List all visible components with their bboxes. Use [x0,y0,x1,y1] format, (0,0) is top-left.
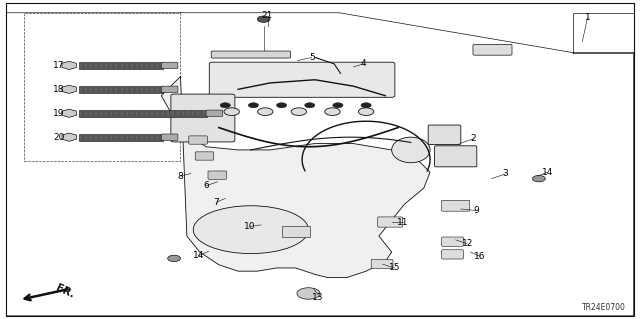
Bar [79,62,163,69]
Ellipse shape [392,137,430,163]
FancyBboxPatch shape [473,44,512,55]
FancyBboxPatch shape [442,200,470,211]
Ellipse shape [318,64,344,83]
Text: 16: 16 [474,252,486,261]
Polygon shape [161,77,430,278]
Ellipse shape [212,64,238,83]
Circle shape [297,288,320,299]
Text: 1: 1 [585,13,590,22]
FancyBboxPatch shape [282,226,310,237]
Text: 9: 9 [474,206,479,215]
FancyBboxPatch shape [211,51,291,58]
Circle shape [305,103,315,108]
FancyBboxPatch shape [189,136,207,144]
Text: 5: 5 [309,53,314,62]
FancyBboxPatch shape [442,237,463,246]
Text: 11: 11 [397,218,409,227]
Text: 21: 21 [262,11,273,20]
FancyBboxPatch shape [435,146,477,167]
Circle shape [276,103,287,108]
Bar [24,13,180,161]
Text: 19: 19 [53,109,65,118]
Text: 14: 14 [193,251,204,260]
Circle shape [358,108,374,115]
Circle shape [257,108,273,115]
Circle shape [224,108,239,115]
FancyBboxPatch shape [209,62,395,97]
FancyBboxPatch shape [161,134,178,140]
Ellipse shape [353,64,379,83]
Text: 7: 7 [214,198,219,207]
Text: 15: 15 [388,263,400,272]
Ellipse shape [193,206,308,254]
Circle shape [324,108,340,115]
Text: 4: 4 [361,59,366,68]
Text: 6: 6 [204,181,209,190]
FancyBboxPatch shape [428,125,461,145]
Text: 13: 13 [312,293,324,302]
FancyBboxPatch shape [371,259,393,269]
Text: 12: 12 [461,239,473,248]
Bar [79,86,163,93]
Bar [79,134,163,141]
FancyBboxPatch shape [171,94,235,142]
FancyBboxPatch shape [195,152,214,160]
Circle shape [220,103,230,108]
Bar [79,110,207,117]
Circle shape [532,175,545,182]
Text: 10: 10 [244,222,255,231]
FancyBboxPatch shape [161,62,178,69]
Text: 2: 2 [471,134,476,143]
Ellipse shape [283,64,308,83]
Text: FR.: FR. [54,282,76,300]
Text: 14: 14 [541,168,553,177]
Circle shape [168,255,180,262]
FancyBboxPatch shape [378,217,403,227]
FancyBboxPatch shape [442,250,463,259]
Circle shape [333,103,343,108]
Circle shape [248,103,259,108]
Text: 3: 3 [503,169,508,178]
FancyBboxPatch shape [161,86,178,93]
Circle shape [291,108,307,115]
Ellipse shape [248,64,273,83]
Text: 17: 17 [53,61,65,70]
Text: 18: 18 [53,85,65,94]
Circle shape [361,103,371,108]
FancyBboxPatch shape [208,171,227,179]
Text: 8: 8 [178,172,183,181]
Text: TR24E0700: TR24E0700 [582,303,626,312]
Text: 20: 20 [53,133,65,142]
Circle shape [257,16,270,22]
FancyBboxPatch shape [206,110,223,116]
